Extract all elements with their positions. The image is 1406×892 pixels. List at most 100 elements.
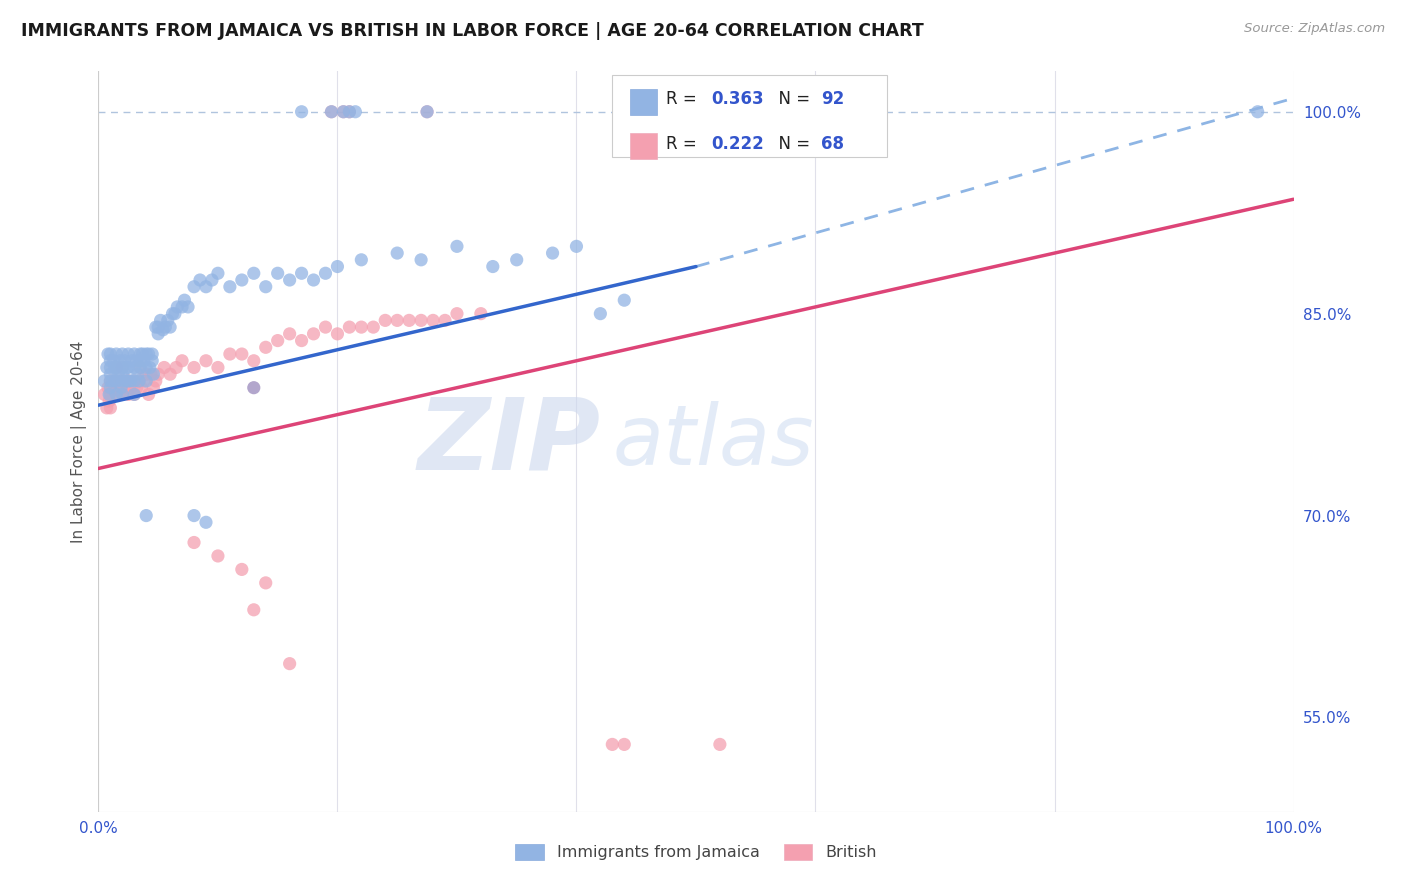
Point xyxy=(243,603,266,617)
Point xyxy=(93,387,115,401)
Point xyxy=(124,360,146,375)
Point xyxy=(129,353,152,368)
Point xyxy=(114,353,136,368)
Point xyxy=(145,374,167,388)
Point xyxy=(117,387,139,401)
Point xyxy=(243,353,266,368)
Point xyxy=(111,368,134,382)
Point xyxy=(613,293,636,308)
Text: N =: N = xyxy=(768,135,815,153)
Point xyxy=(278,273,301,287)
Point xyxy=(98,353,122,368)
Point xyxy=(315,266,337,280)
Point xyxy=(128,374,150,388)
Point xyxy=(139,368,162,382)
Point xyxy=(481,260,505,274)
Point xyxy=(278,326,301,341)
Point xyxy=(104,360,127,375)
Text: 0.363: 0.363 xyxy=(711,90,763,109)
Point xyxy=(207,266,229,280)
Point xyxy=(138,347,160,361)
Point xyxy=(98,401,122,415)
Point xyxy=(135,508,157,523)
Point xyxy=(416,104,439,119)
Point xyxy=(291,266,314,280)
Point xyxy=(326,260,349,274)
Point xyxy=(135,360,157,375)
Point xyxy=(111,374,134,388)
Point xyxy=(374,313,396,327)
Point xyxy=(363,320,385,334)
Point xyxy=(219,279,242,293)
Point xyxy=(148,320,170,334)
Text: 68: 68 xyxy=(821,135,845,153)
Point xyxy=(148,368,170,382)
Point xyxy=(98,387,122,401)
Point xyxy=(125,381,148,395)
Point xyxy=(332,104,354,119)
Point xyxy=(589,307,612,321)
Point xyxy=(124,387,146,401)
Point xyxy=(111,387,134,401)
Point xyxy=(231,347,253,361)
Point xyxy=(97,347,120,361)
Point xyxy=(183,535,205,549)
Point xyxy=(105,347,128,361)
FancyBboxPatch shape xyxy=(613,75,887,156)
Point xyxy=(254,575,277,590)
Point xyxy=(326,326,349,341)
Point xyxy=(321,104,343,119)
Point xyxy=(131,381,153,395)
Point xyxy=(124,347,146,361)
Point xyxy=(207,360,229,375)
Point xyxy=(163,307,186,321)
Point xyxy=(231,273,253,287)
Point xyxy=(172,353,194,368)
Point xyxy=(350,320,373,334)
Point xyxy=(129,360,152,375)
Point xyxy=(315,320,337,334)
Point xyxy=(446,239,468,253)
Point xyxy=(602,738,624,752)
Legend: Immigrants from Jamaica, British: Immigrants from Jamaica, British xyxy=(509,838,883,867)
Point xyxy=(183,279,205,293)
Bar xyxy=(630,133,657,160)
Point xyxy=(165,360,187,375)
Point xyxy=(97,381,120,395)
Point xyxy=(350,252,373,267)
Point xyxy=(506,252,529,267)
Point xyxy=(159,320,181,334)
Point xyxy=(98,360,122,375)
Point xyxy=(148,326,170,341)
Point xyxy=(385,246,409,260)
Point xyxy=(110,381,132,395)
Point xyxy=(101,381,124,395)
Point xyxy=(96,401,118,415)
Point xyxy=(93,374,115,388)
Point xyxy=(108,353,131,368)
Point xyxy=(156,313,179,327)
Point xyxy=(145,320,167,334)
Point xyxy=(111,374,134,388)
Point xyxy=(243,381,266,395)
Point xyxy=(339,104,361,119)
Point xyxy=(105,387,128,401)
Point xyxy=(321,104,343,119)
Point xyxy=(135,374,157,388)
Point xyxy=(166,300,188,314)
Point xyxy=(195,279,218,293)
Point xyxy=(107,368,129,382)
Point xyxy=(98,374,122,388)
Point xyxy=(128,374,150,388)
Point xyxy=(302,273,325,287)
Point xyxy=(267,266,290,280)
Point xyxy=(344,104,367,119)
Point xyxy=(153,360,176,375)
Text: R =: R = xyxy=(666,90,702,109)
Text: atlas: atlas xyxy=(613,401,814,482)
Point xyxy=(254,279,277,293)
Point xyxy=(416,104,439,119)
Point xyxy=(339,104,361,119)
Point xyxy=(105,360,128,375)
Point xyxy=(541,246,564,260)
